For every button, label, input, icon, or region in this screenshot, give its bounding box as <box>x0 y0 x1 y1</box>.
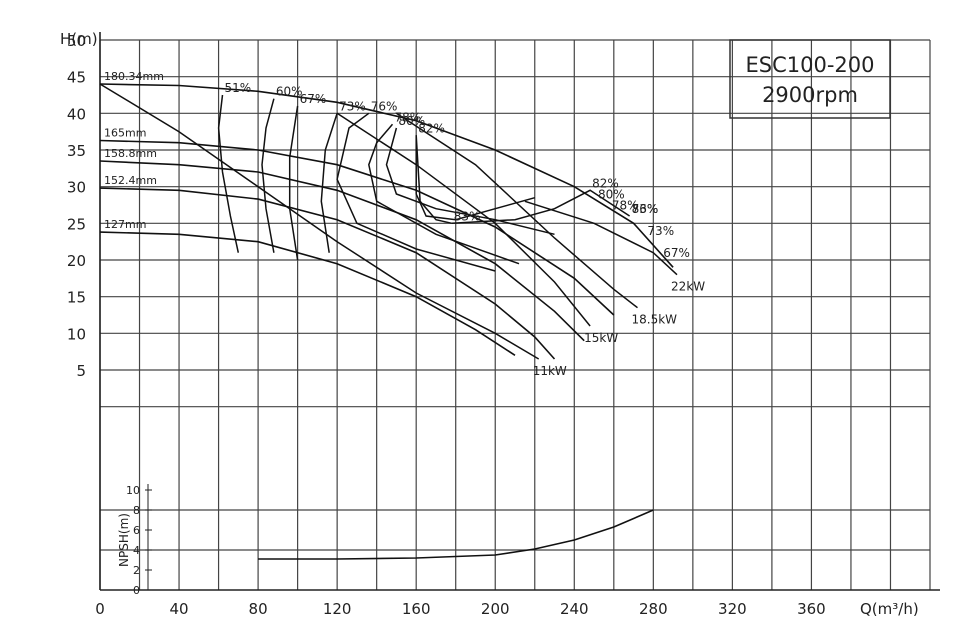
chart-axes: 0 40 80 120 160 200 240 280 320 36051015202530354… <box>60 30 940 618</box>
x-tick-label: 360 <box>797 600 826 618</box>
npsh-tick-label: 10 <box>126 484 140 497</box>
head-curve-label: 158.8mm <box>104 147 157 160</box>
efficiency-label: 76% <box>632 202 659 216</box>
chart-grid <box>99 39 931 590</box>
efficiency-label: 76% <box>371 99 398 113</box>
efficiency-label: 82% <box>592 176 619 190</box>
npsh-tick-label: 0 <box>133 584 140 597</box>
efficiency-label: 67% <box>663 246 690 260</box>
x-tick-label: 160 <box>402 600 431 618</box>
y-tick-label: 25 <box>67 215 86 233</box>
x-tick-label: 80 <box>249 600 268 618</box>
chart-title-speed: 2900rpm <box>762 83 858 107</box>
efficiency-label: 78% <box>612 198 639 212</box>
x-tick-label: 0 <box>95 600 105 618</box>
chart-curves <box>99 83 678 560</box>
efficiency-label: 67% <box>300 92 327 106</box>
npsh-tick-label: 2 <box>133 564 140 577</box>
power-curve <box>99 83 540 360</box>
efficiency-curve <box>320 113 338 253</box>
power-curve-label: 11kW <box>533 364 567 378</box>
efficiency-curve <box>451 189 631 225</box>
head-curve <box>99 231 516 356</box>
power-curve <box>336 112 591 327</box>
efficiency-curve <box>261 98 275 253</box>
y-tick-label: 40 <box>67 105 86 123</box>
efficiency-label: 60% <box>276 85 303 99</box>
efficiency-label: 78% <box>394 110 421 124</box>
efficiency-curve <box>336 112 496 272</box>
efficiency-label: 73% <box>339 99 366 113</box>
head-curve <box>99 160 585 342</box>
y-tick-label: 5 <box>76 362 86 380</box>
head-curve <box>99 139 615 316</box>
x-tick-label: 120 <box>323 600 352 618</box>
efficiency-label: 83% <box>454 209 481 223</box>
efficiency-label: 83% <box>632 202 659 216</box>
npsh-tick-label: 6 <box>133 524 140 537</box>
efficiency-label: 73% <box>647 224 674 238</box>
power-curve-label: 18.5kW <box>632 313 678 327</box>
title-box-frame <box>729 39 891 119</box>
npsh-axis-label: NPSH(m) <box>117 513 131 567</box>
x-tick-label: 40 <box>170 600 189 618</box>
y-axis-label: H(m) <box>60 30 98 48</box>
efficiency-curve <box>415 135 536 221</box>
y-tick-label: 15 <box>67 289 86 307</box>
y-tick-label: 10 <box>67 325 86 343</box>
power-curve-label: 15kW <box>584 331 618 345</box>
head-curve-label: 165mm <box>104 126 146 139</box>
head-curve <box>99 83 674 268</box>
y-tick-label: 30 <box>67 179 86 197</box>
efficiency-curve <box>415 135 452 225</box>
x-tick-label: 200 <box>481 600 510 618</box>
power-curve <box>524 200 678 276</box>
chart-title-box: ESC100-200 2900rpm <box>729 39 891 119</box>
efficiency-label: 51% <box>225 81 252 95</box>
y-tick-label: 50 <box>67 32 86 50</box>
efficiency-label: 80% <box>598 187 625 201</box>
efficiency-curve <box>288 105 299 261</box>
head-curve-label: 180.34mm <box>104 70 164 83</box>
chart-title-model: ESC100-200 <box>745 53 874 77</box>
efficiency-curve <box>368 123 520 265</box>
power-curve-label: 22kW <box>671 280 705 294</box>
efficiency-curve <box>385 127 555 236</box>
y-tick-label: 35 <box>67 142 86 160</box>
x-tick-label: 240 <box>560 600 589 618</box>
head-curve-label: 127mm <box>104 218 146 231</box>
head-curve <box>99 187 556 360</box>
y-tick-label: 20 <box>67 252 86 270</box>
npsh-curve <box>258 509 654 560</box>
power-curve <box>395 112 638 309</box>
npsh-tick-label: 4 <box>133 544 140 557</box>
efficiency-label: 82% <box>418 121 445 135</box>
head-curve-label: 152.4mm <box>104 174 157 187</box>
efficiency-label: 80% <box>398 114 425 128</box>
npsh-tick-label: 8 <box>133 504 140 517</box>
efficiency-curve <box>217 94 240 253</box>
x-tick-label: 280 <box>639 600 668 618</box>
y-tick-label: 45 <box>67 69 86 87</box>
x-tick-label: 320 <box>718 600 747 618</box>
x-axis-label: Q(m³/h) <box>860 600 919 618</box>
